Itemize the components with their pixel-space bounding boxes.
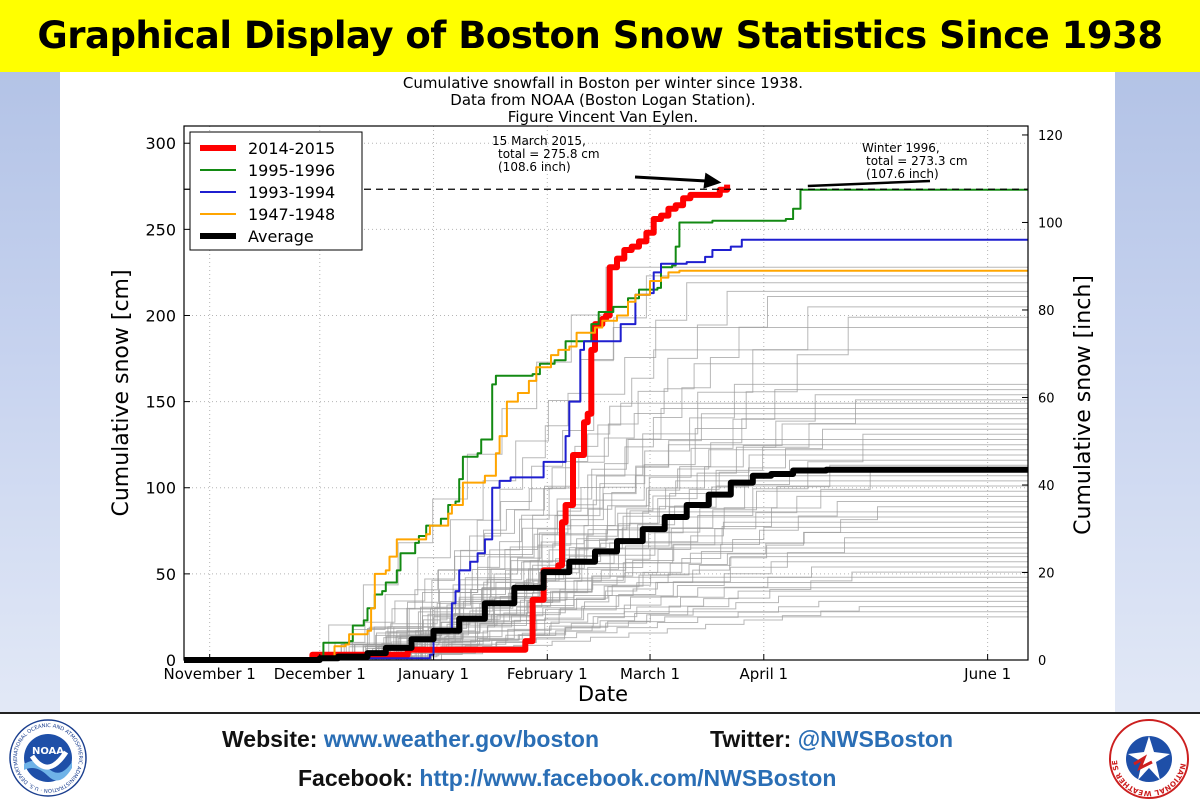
noaa-logo-text: NOAA xyxy=(32,746,64,757)
historical-winter-line xyxy=(184,587,1028,661)
x-tick-label: February 1 xyxy=(507,665,588,683)
chart-panel: 0 50 100 150 200 250 300 0 20 40 60 80 100 120 Novembe… xyxy=(60,72,1115,712)
x-tick-label: January 1 xyxy=(397,665,469,683)
historical-winter-line xyxy=(184,296,1028,661)
website-link[interactable]: www.weather.gov/boston xyxy=(323,726,600,752)
annotation-2015-text: total = 275.8 cm xyxy=(498,147,600,161)
historical-winter-line xyxy=(184,389,1028,661)
historical-winter-line xyxy=(184,363,1028,661)
y-axis-label: Cumulative snow [cm] xyxy=(109,269,134,516)
legend-label: Average xyxy=(248,227,314,246)
historical-winter-line xyxy=(184,449,1028,661)
legend-label: 2014-2015 xyxy=(248,139,335,158)
historical-winter-line xyxy=(184,547,1028,661)
y-tick-label: 200 xyxy=(145,306,176,325)
historical-winter-line xyxy=(184,470,1028,661)
historical-winter-line xyxy=(184,511,1028,661)
twitter-line: Twitter: @NWSBoston xyxy=(710,726,953,753)
right-tick-label: 80 xyxy=(1038,304,1055,319)
series-line-1995-1996 xyxy=(184,188,1028,661)
historical-winter-line xyxy=(184,399,1028,661)
facebook-label: Facebook: xyxy=(298,765,414,791)
annotation-1996-text: total = 273.3 cm xyxy=(866,154,968,168)
noaa-logo[interactable]: NATIONAL OCEANIC AND ATMOSPHERIC ADMINIS… xyxy=(8,718,88,798)
right-axis-label: Cumulative snow [inch] xyxy=(1071,275,1096,535)
annotation-1996-text: (107.6 inch) xyxy=(866,167,939,181)
historical-winter-line xyxy=(184,582,1028,661)
facebook-line: Facebook: http://www.facebook.com/NWSBos… xyxy=(298,765,836,792)
x-tick-label: November 1 xyxy=(164,665,256,683)
y-tick-label: 100 xyxy=(145,479,176,498)
annotation-2015-text: 15 March 2015, xyxy=(492,134,586,148)
right-tick-label: 20 xyxy=(1038,566,1055,581)
x-tick-label: December 1 xyxy=(274,665,366,683)
y-tick-label: 50 xyxy=(156,565,176,584)
historical-winter-line xyxy=(184,552,1028,661)
x-axis-label: Date xyxy=(578,682,628,706)
website-line: Website: www.weather.gov/boston xyxy=(222,726,599,753)
right-tick-label: 40 xyxy=(1038,479,1055,494)
y-tick-label: 0 xyxy=(166,651,176,670)
legend: 2014-2015 1995-1996 1993-1994 1947-1948 Aver… xyxy=(189,131,363,251)
right-tick-label: 0 xyxy=(1038,654,1046,669)
page-title: Graphical Display of Boston Snow Statist… xyxy=(0,0,1200,72)
twitter-label: Twitter: xyxy=(710,726,792,752)
y-tick-label: 150 xyxy=(145,393,176,412)
right-tick-label: 120 xyxy=(1038,129,1063,144)
y-tick-label: 250 xyxy=(145,220,176,239)
legend-label: 1995-1996 xyxy=(248,161,335,180)
legend-label: 1993-1994 xyxy=(248,183,335,202)
snowfall-chart: 0 50 100 150 200 250 300 0 20 40 60 80 100 120 Novembe… xyxy=(109,74,1096,706)
annotation-2015-arrow xyxy=(634,175,718,184)
x-tick-label: April 1 xyxy=(739,665,788,683)
y-tick-label: 300 xyxy=(145,134,176,153)
legend-label: 1947-1948 xyxy=(248,205,335,224)
footer: NATIONAL OCEANIC AND ATMOSPHERIC ADMINIS… xyxy=(0,712,1200,802)
right-tick-label: 100 xyxy=(1038,216,1063,231)
annotation-2015-text: (108.6 inch) xyxy=(498,160,571,174)
x-tick-label: March 1 xyxy=(620,665,680,683)
chart-title-line: Data from NOAA (Boston Logan Station). xyxy=(450,91,755,109)
plot-frame xyxy=(183,125,1029,661)
twitter-link[interactable]: @NWSBoston xyxy=(797,726,954,752)
x-tick-label: June 1 xyxy=(963,665,1011,683)
right-tick-label: 60 xyxy=(1038,391,1055,406)
series-line-1947-1948 xyxy=(184,269,1028,661)
annotation-1996-arrow xyxy=(807,179,931,188)
historical-winter-line xyxy=(184,571,1028,661)
facebook-link[interactable]: http://www.facebook.com/NWSBoston xyxy=(419,765,837,791)
series-line-Average xyxy=(184,466,1028,663)
annotation-1996-text: Winter 1996, xyxy=(862,141,940,155)
chart-title-line: Figure Vincent Van Eylen. xyxy=(508,108,698,126)
historical-winter-line xyxy=(184,266,1028,661)
historical-winter-line xyxy=(184,576,1028,661)
website-label: Website: xyxy=(222,726,318,752)
historical-winter-line xyxy=(184,423,1028,661)
historical-winter-line xyxy=(184,459,1028,661)
annotation-2015-arrowhead xyxy=(703,172,722,189)
historical-winter-line xyxy=(184,606,1028,661)
historical-winter-line xyxy=(184,590,1028,661)
nws-logo[interactable]: NATIONAL WEATHER SERVICE xyxy=(1108,718,1190,800)
chart-title-line: Cumulative snowfall in Boston per winter… xyxy=(403,74,803,92)
